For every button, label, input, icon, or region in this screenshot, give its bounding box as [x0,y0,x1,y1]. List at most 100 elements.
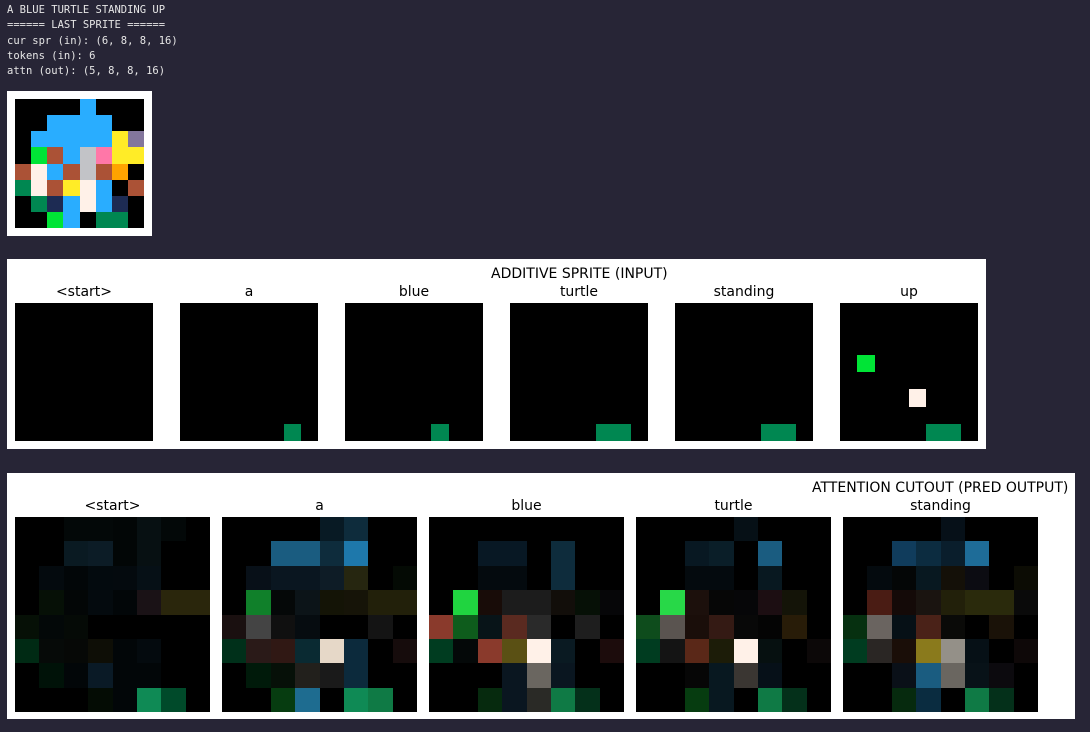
pixel-cell [66,354,84,372]
pixel-cell [448,372,466,390]
pixel-cell [891,517,917,542]
pixel-cell [111,99,128,116]
pixel-cell [101,303,119,321]
pixel-cell [136,614,162,639]
pixel-cell [544,406,562,424]
pixel-cell [84,320,102,338]
pixel-cell [744,354,762,372]
pixel-cell [32,320,50,338]
pixel-cell [63,663,89,688]
pixel-cell [101,337,119,355]
pixel-cell [246,614,271,639]
pixel-cell [319,614,344,639]
pixel-cell [761,320,779,338]
pixel-cell [857,372,875,390]
pixel-cell [66,303,84,321]
pixel-cell [15,372,33,390]
pixel-cell [579,423,597,441]
pixel-cell [806,590,831,615]
pixel-cell [118,320,136,338]
pixel-cell [197,303,215,321]
pixel-cell [636,565,661,591]
pixel-cell [88,565,113,591]
pixel-cell [744,372,762,390]
pixel-cell [15,423,33,441]
pixel-cell [526,663,551,688]
pixel-cell [840,389,858,407]
pixel-cell [66,337,84,355]
pixel-cell [867,614,892,639]
pixel-cell [84,406,102,424]
pixel-cell [414,406,432,424]
pixel-cell [477,590,503,615]
pixel-cell [709,663,734,688]
pixel-cell [579,406,597,424]
pixel-cell [891,337,909,355]
pixel-cell [692,423,710,441]
token-label: turtle [559,284,599,300]
pixel-cell [744,303,762,321]
pixel-cell [15,99,32,116]
pixel-cell [15,687,40,712]
pixel-cell [526,541,551,566]
pixel-cell [283,372,301,390]
pixel-cell [502,663,527,688]
pixel-cell [867,590,892,615]
pixel-cell [599,541,624,566]
pixel-cell [1013,517,1038,542]
pixel-cell [840,320,858,338]
pixel-cell [709,687,734,712]
pixel-cell [940,590,965,615]
pixel-cell [575,638,600,664]
pixel-cell [636,687,661,712]
pixel-cell [15,131,32,148]
pixel-cell [630,389,648,407]
pixel-cell [575,565,600,591]
pixel-cell [63,590,89,615]
pixel-cell [214,337,232,355]
pixel-cell [343,541,369,566]
pixel-cell [15,638,40,664]
pixel-cell [47,115,64,132]
pixel-cell [88,614,113,639]
pixel-cell [222,614,247,639]
pixel-cell [39,565,64,591]
pixel-cell [692,389,710,407]
pixel-cell [448,354,466,372]
pixel-cell [31,99,48,116]
pixel-cell [88,517,113,542]
pixel-cell [1013,687,1038,712]
pixel-cell [79,99,96,116]
pixel-cell [613,372,631,390]
pixel-cell [891,354,909,372]
pixel-cell [32,406,50,424]
pixel-cell [214,372,232,390]
pixel-cell [843,663,868,688]
pixel-cell [596,406,614,424]
pixel-cell [709,303,727,321]
pixel-cell [709,389,727,407]
pixel-cell [345,320,363,338]
pixel-cell [874,406,892,424]
pixel-cell [575,614,600,639]
pixel-cell [926,406,944,424]
pixel-cell [891,406,909,424]
pixel-cell [249,337,267,355]
attention-cutout-panel: ATTENTION CUTOUT (PRED OUTPUT) <start> a b… [7,473,1075,719]
pixel-cell [692,354,710,372]
pixel-cell [733,687,758,712]
pixel-cell [15,354,33,372]
pixel-cell [909,337,927,355]
last-sprite-panel [7,91,152,236]
pixel-cell [943,320,961,338]
pixel-cell [510,372,528,390]
pixel-cell [630,303,648,321]
pixel-cell [465,354,483,372]
pixel-cell [49,354,67,372]
pixel-cell [943,303,961,321]
pixel-cell [283,320,301,338]
pixel-cell [135,423,153,441]
pixel-cell [726,423,744,441]
pixel-cell [477,663,503,688]
pixel-cell [726,320,744,338]
